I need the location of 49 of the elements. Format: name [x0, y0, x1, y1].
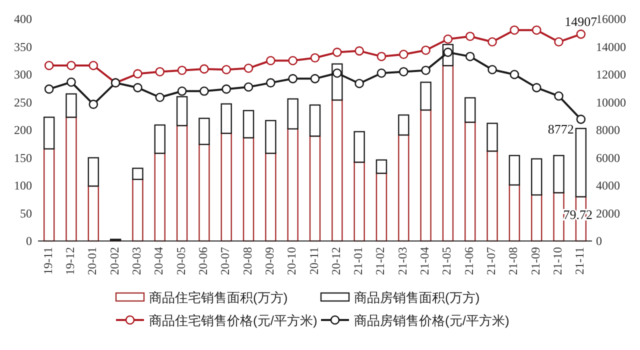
x-tick-label: 21-05: [440, 247, 454, 275]
x-tick-label: 21-01: [351, 247, 366, 275]
x-tick-label: 21-02: [373, 247, 388, 275]
y2-tick-label: 6000: [596, 150, 620, 165]
y-tick-label: 150: [14, 150, 32, 165]
x-tick-label: 21-03: [395, 247, 410, 275]
x-tick-label: 20-08: [240, 247, 254, 275]
x-tick-label: 20-03: [129, 247, 144, 275]
x-tick-label: 20-10: [284, 247, 299, 275]
x-tick-label: 21-06: [462, 247, 476, 275]
x-tick-label: 20-12: [328, 247, 343, 275]
x-tick-label: 20-11: [306, 247, 321, 275]
x-tick-label: 21-10: [550, 247, 565, 275]
x-tick-label: 21-07: [484, 247, 498, 275]
x-tick-label: 20-02: [107, 247, 122, 275]
y2-tick-label: 14000: [596, 40, 626, 54]
y-tick-label: 0: [26, 234, 32, 248]
legend-label: 商品房销售价格(元/平方米): [354, 313, 510, 328]
x-tick-label: 21-08: [506, 247, 520, 275]
y2-tick-label: 8000: [596, 123, 620, 137]
x-tick-label: 20-07: [218, 247, 232, 275]
x-tick-label: 20-05: [174, 247, 188, 275]
data-label: 14907: [564, 14, 598, 30]
x-tick-label: 20-01: [85, 247, 100, 275]
y2-tick-label: 10000: [596, 95, 626, 110]
x-tick-label: 19-11: [40, 247, 55, 275]
y-tick-label: 250: [14, 95, 32, 110]
x-tick-label: 21-09: [528, 247, 542, 275]
x-tick-label: 20-06: [196, 247, 210, 275]
y-tick-label: 350: [14, 40, 32, 54]
y2-tick-label: 0: [596, 234, 602, 248]
x-tick-label: 19-12: [62, 247, 77, 275]
data-label: 8772: [548, 121, 574, 136]
legend-label: 商品住宅销售价格(元/平方米): [149, 313, 318, 328]
x-tick-label: 21-04: [418, 247, 432, 275]
y-tick-label: 50: [20, 206, 32, 220]
x-tick-label: 20-04: [152, 247, 166, 275]
y-tick-label: 100: [14, 178, 32, 192]
y2-tick-label: 4000: [596, 178, 620, 192]
x-tick-label: 21-11: [572, 247, 587, 275]
y2-tick-label: 16000: [596, 12, 626, 26]
y-tick-label: 300: [14, 68, 32, 82]
y2-tick-label: 2000: [596, 206, 620, 220]
legend-label: 商品住宅销售面积(万方): [149, 290, 288, 305]
legend-label: 商品房销售面积(万方): [354, 290, 480, 305]
x-tick-label: 20-09: [262, 247, 276, 275]
y-tick-label: 400: [14, 12, 32, 26]
y-tick-label: 200: [14, 123, 32, 137]
y2-tick-label: 12000: [596, 68, 626, 82]
